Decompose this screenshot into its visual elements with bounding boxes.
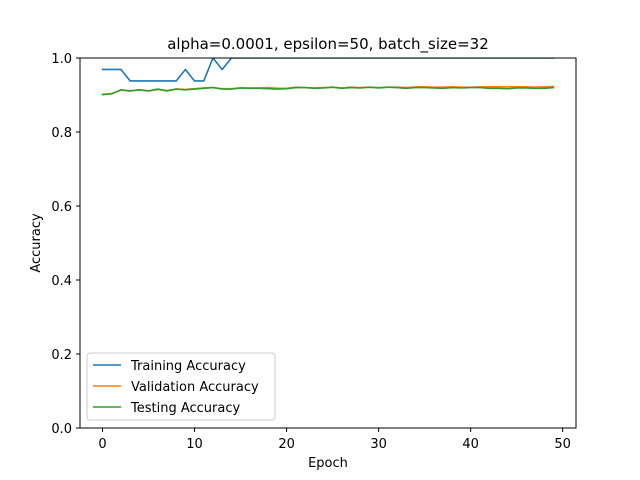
x-axis: 0 10 20 30 40 50 [98,428,571,452]
y-axis: 0.0 0.2 0.4 0.6 0.8 1.0 [51,52,80,437]
chart-title: alpha=0.0001, epsilon=50, batch_size=32 [167,35,489,54]
y-tick-label-3: 0.6 [51,200,72,215]
y-tick-label-2: 0.4 [51,274,72,289]
x-tick-label-5: 50 [554,437,571,452]
legend-label-0: Training Accuracy [130,359,246,374]
series-line-2 [101,86,555,96]
x-tick-label-3: 30 [370,437,387,452]
legend-label-2: Testing Accuracy [130,401,240,416]
legend: Training Accuracy Validation Accuracy Test… [86,352,276,421]
series-layer [101,58,555,96]
y-tick-label-4: 0.8 [51,126,72,141]
y-tick-label-5: 1.0 [51,52,72,67]
y-tick-label-1: 0.2 [51,348,72,363]
x-tick-label-0: 0 [98,437,106,452]
x-tick-label-1: 10 [186,437,203,452]
x-axis-label: Epoch [308,456,348,471]
plot-frame [79,57,577,429]
series-line-0 [101,58,555,82]
legend-box [86,352,276,421]
x-tick-label-4: 40 [462,437,479,452]
y-tick-label-0: 0.0 [51,422,72,437]
legend-label-1: Validation Accuracy [131,380,259,395]
x-tick-label-2: 20 [278,437,295,452]
y-axis-label: Accuracy [29,213,44,273]
